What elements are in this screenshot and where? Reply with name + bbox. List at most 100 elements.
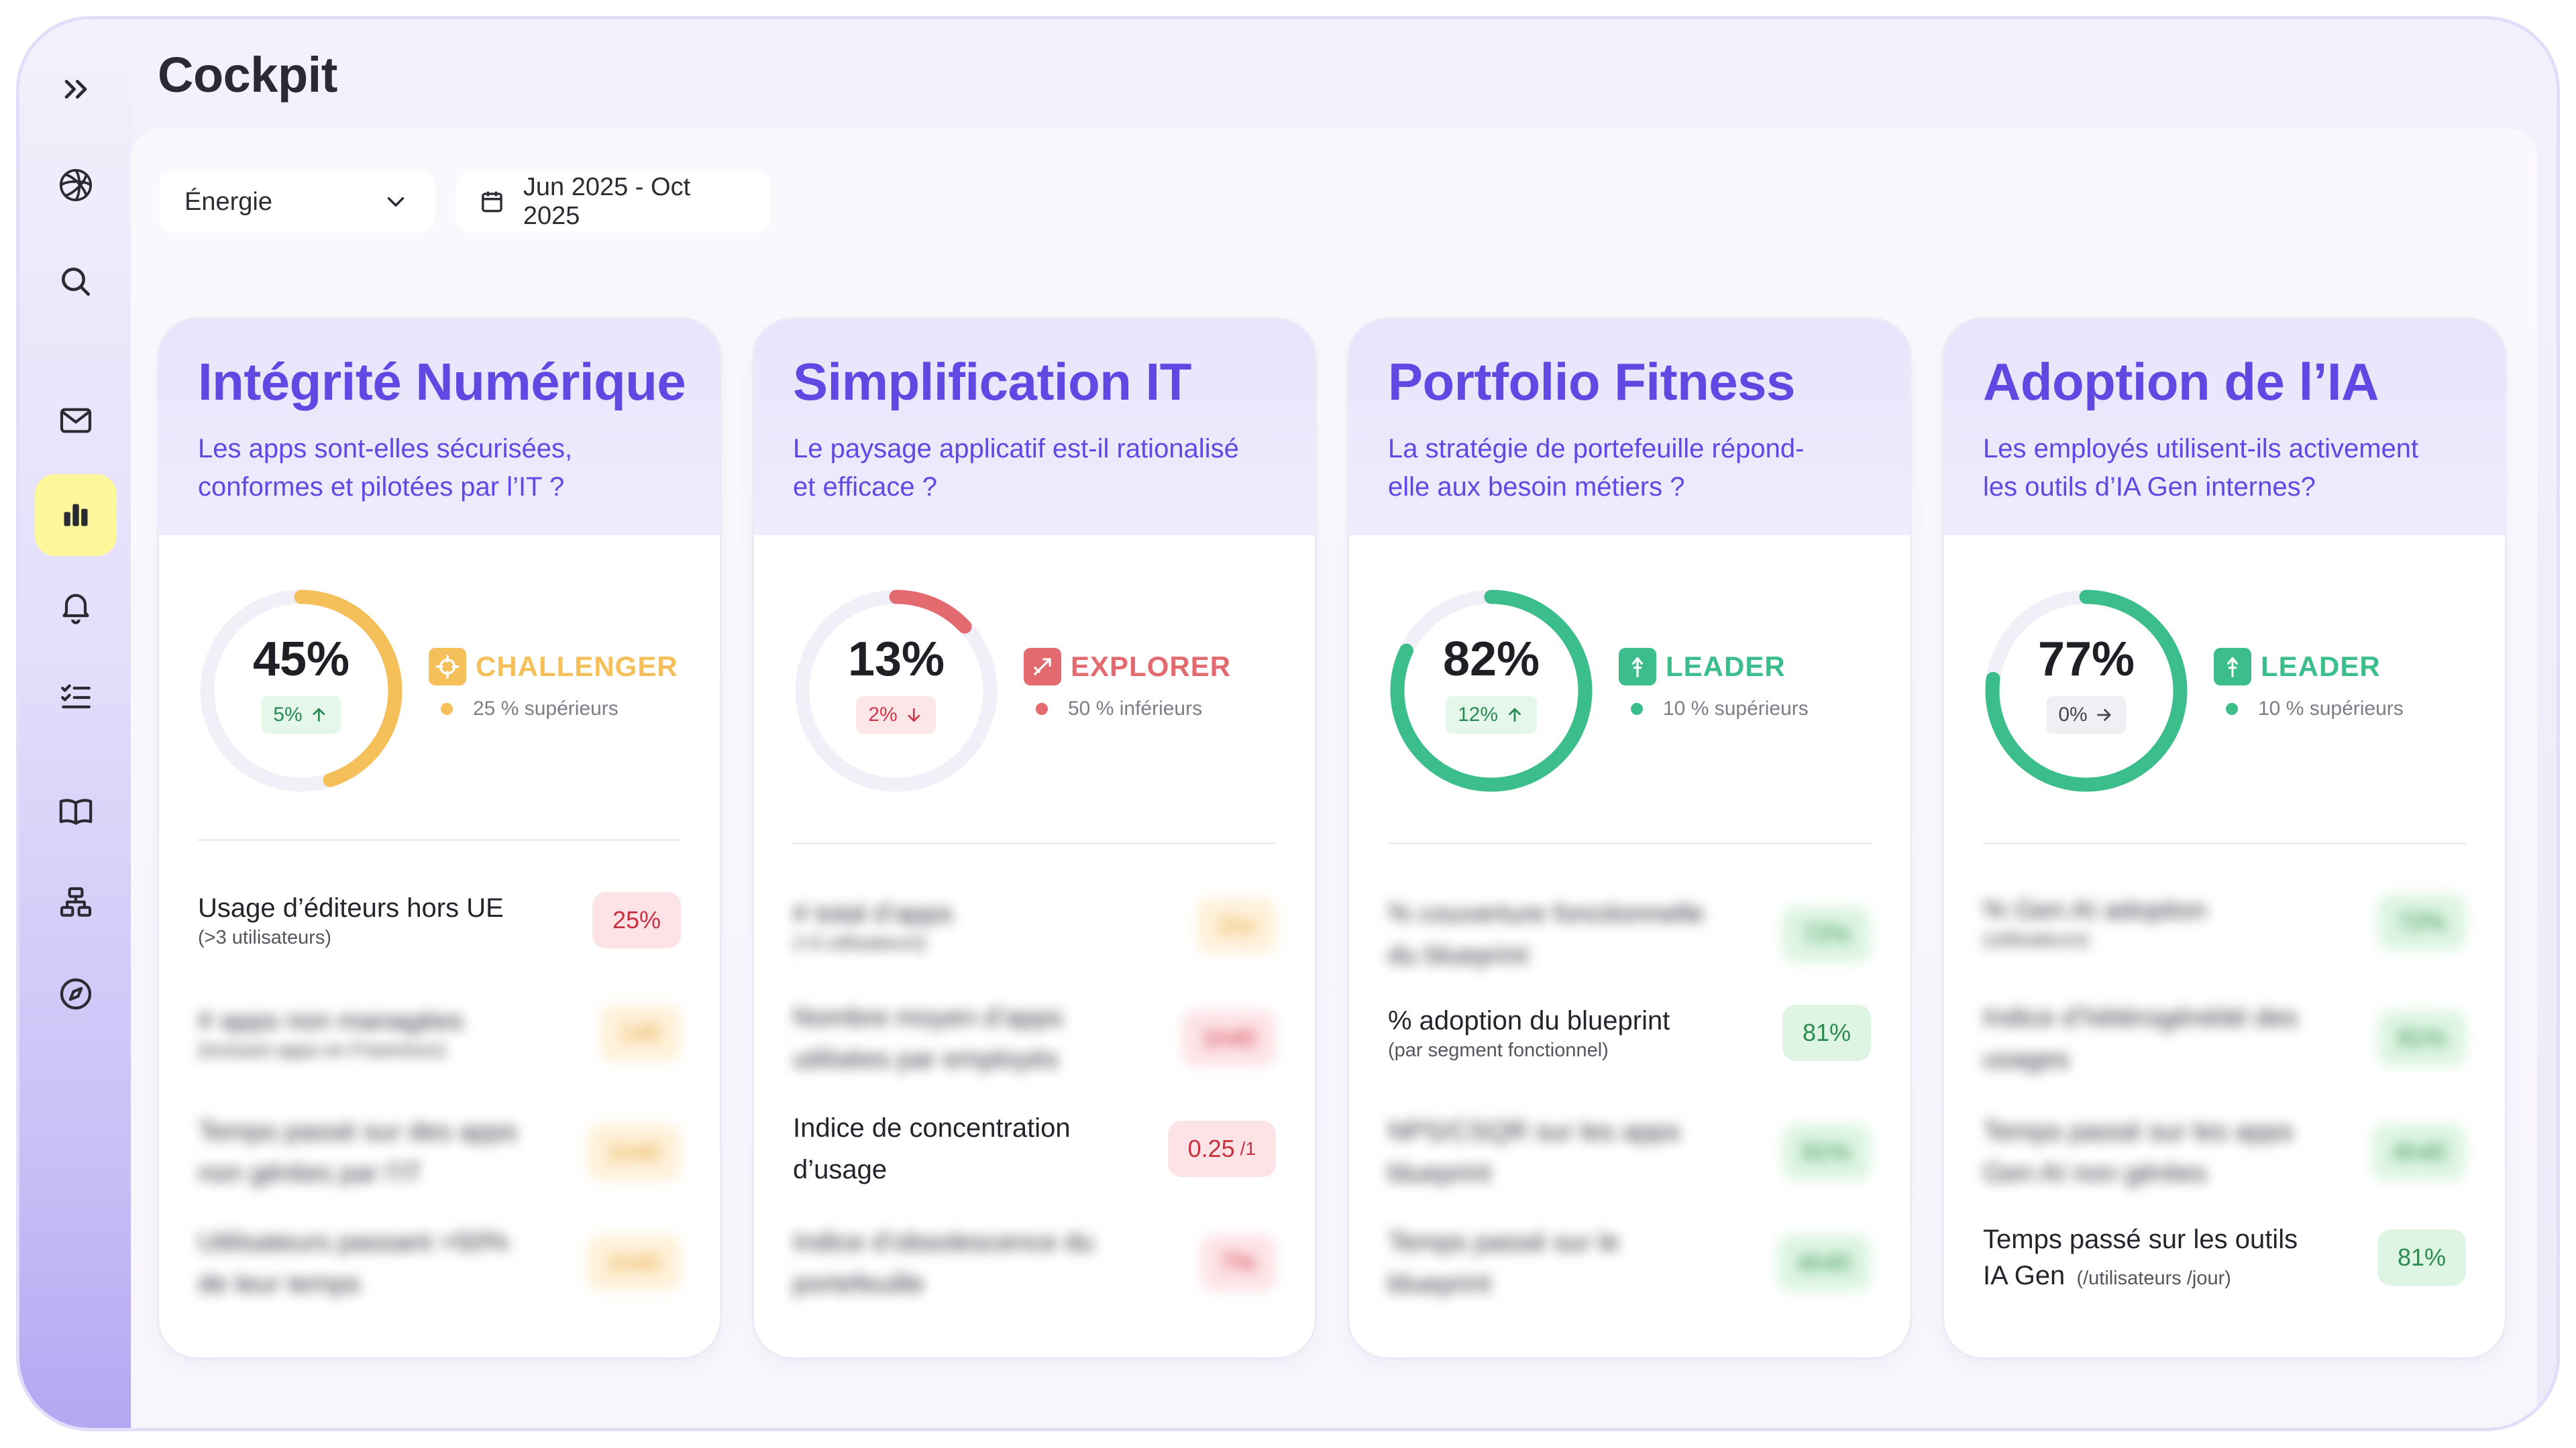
metric-row[interactable]: % adoption du blueprint (par segment fon… [1388, 1003, 1871, 1062]
card-subtitle-line: conformes et pilotées par l’IT ? [198, 472, 565, 502]
search-icon [62, 268, 91, 296]
card-header: Intégrité Numérique Les apps sont-elles … [159, 319, 720, 535]
metric-label-text: non gérées par l’IT [198, 1158, 422, 1188]
score-value: 77% [2037, 632, 2135, 686]
status-dot [441, 703, 453, 715]
bell-icon [62, 594, 89, 624]
leader-icon [1619, 648, 1656, 685]
status-detail-text: 10 % supérieurs [2258, 698, 2404, 720]
library-button[interactable] [35, 771, 117, 852]
metric-label-text: Indice de concentration [793, 1113, 1071, 1143]
metric-label-text: Temps passé sur les outils [1983, 1225, 2298, 1254]
score-value: 82% [1442, 632, 1540, 686]
date-range-picker[interactable]: Jun 2025 - Oct 2025 [455, 172, 771, 232]
metric-value-badge: 72% [2377, 894, 2466, 950]
card-header: Portfolio Fitness La stratégie de portef… [1349, 319, 1910, 535]
explore-button[interactable] [35, 953, 117, 1035]
dashboard-button[interactable] [35, 474, 117, 556]
metric-label-text: % Gen AI adoption [1983, 895, 2207, 925]
metric-value-badge: 4h40 [1776, 1235, 1871, 1291]
status-block: EXPLORER 50 % inférieurs [1024, 648, 1231, 720]
status-block: LEADER 10 % supérieurs [1619, 648, 1809, 720]
metric-label-text: Utilisateurs passant >50% [198, 1227, 509, 1257]
score-value: 45% [252, 632, 350, 686]
metric-row[interactable]: Usage d’éditeurs hors UE (>3 utilisateur… [198, 891, 681, 950]
card-subtitle-line: les outils d’IA Gen internes? [1983, 472, 2316, 502]
card-title: Intégrité Numérique [198, 352, 686, 411]
metric-row[interactable]: Temps passé sur les outils IA Gen (/util… [1983, 1221, 2466, 1294]
expand-sidebar-button[interactable] [35, 48, 117, 130]
metric-label-text: NPS/CSQR sur les apps [1388, 1117, 1680, 1146]
divider [1388, 842, 1871, 844]
card-subtitle-line: La stratégie de portefeuille répond- [1388, 434, 1805, 463]
logo-button[interactable] [35, 144, 117, 226]
card-title: Adoption de l’IA [1983, 352, 2379, 411]
metric-label-text: blueprint [1388, 1158, 1491, 1188]
architecture-button[interactable] [35, 862, 117, 944]
metric-row-blurred: Temps passé sur le blueprint 4h40 [1388, 1221, 1871, 1304]
card-header: Adoption de l’IA Les employés utilisent-… [1944, 319, 2505, 535]
expand-chevrons-icon [64, 80, 87, 99]
metric-label-text: % adoption du blueprint [1388, 1006, 1670, 1036]
metric-label: % couverture fonctionnelle du blueprint [1388, 893, 1704, 976]
score-gauge: 13% 2% [793, 588, 1000, 794]
search-button[interactable] [35, 241, 117, 323]
metric-label-text: IA Gen (/utilisateurs /jour) [1983, 1258, 2298, 1294]
notifications-button[interactable] [35, 565, 117, 647]
inbox-button[interactable] [35, 380, 117, 461]
metric-value: 0.25 [1187, 1135, 1235, 1162]
mail-icon [60, 408, 92, 433]
card-header: Simplification IT Le paysage applicatif … [754, 319, 1315, 535]
tasks-button[interactable] [35, 657, 117, 738]
metric-label: % Gen AI adoption (utilisateurs) [1983, 893, 2207, 952]
metric-label: % adoption du blueprint (par segment fon… [1388, 1003, 1670, 1062]
card-title: Simplification IT [793, 352, 1191, 411]
logo-icon [59, 168, 93, 202]
kpi-card-portfolio[interactable]: Portfolio Fitness La stratégie de portef… [1349, 319, 1910, 1357]
card-subtitle: Les employés utilisent-ils activement le… [1983, 430, 2466, 506]
kpi-card-integrite[interactable]: Intégrité Numérique Les apps sont-elles … [159, 319, 720, 1357]
status-detail: 10 % supérieurs [2226, 698, 2404, 720]
compass-icon [60, 978, 92, 1010]
metric-label-text: Indice d’obsolescence du [793, 1227, 1095, 1257]
card-subtitle-line: Les apps sont-elles sécurisées, [198, 434, 573, 463]
metric-label: Temps passé sur le blueprint [1388, 1221, 1619, 1304]
sector-select-value: Énergie [184, 187, 272, 216]
status-label: CHALLENGER [476, 651, 678, 682]
metric-label-text: de leur temps [198, 1269, 361, 1298]
metric-value-unit: /1 [1240, 1138, 1256, 1159]
status-detail: 10 % supérieurs [1631, 698, 1809, 720]
status-dot [2226, 703, 2238, 715]
app-window: Cockpit Énergie Jun 2025 - Oct 2025 Inté… [16, 16, 2560, 1431]
calendar-icon [482, 191, 502, 213]
status-label: LEADER [2261, 651, 2381, 682]
metric-label-text: portefeuille [793, 1269, 924, 1298]
metric-label: NPS/CSQR sur les apps blueprint [1388, 1111, 1680, 1194]
metric-label-text: du blueprint [1388, 940, 1529, 970]
metric-value-badge: 25% [592, 892, 681, 948]
page-title: Cockpit [158, 47, 337, 103]
divider [198, 839, 681, 841]
status-detail-text: 25 % supérieurs [473, 698, 619, 720]
status-detail: 25 % supérieurs [441, 698, 678, 720]
score-delta-value: 5% [273, 704, 303, 726]
metric-label-text: Indice d’hétérogénéité des [1983, 1003, 2298, 1032]
metric-label-note: (>3 utilisateurs) [793, 932, 927, 954]
card-subtitle: La stratégie de portefeuille répond- ell… [1388, 430, 1871, 506]
hierarchy-icon [60, 887, 92, 917]
status-badge: CHALLENGER [429, 648, 678, 685]
gauge-ring [1390, 590, 1593, 792]
kpi-card-simplification[interactable]: Simplification IT Le paysage applicatif … [754, 319, 1315, 1357]
metric-label-text: % couverture fonctionnelle [1388, 899, 1705, 928]
status-detail-text: 50 % inférieurs [1068, 698, 1203, 720]
kpi-card-adoption-ia[interactable]: Adoption de l’IA Les employés utilisent-… [1944, 319, 2505, 1357]
target-icon [429, 648, 466, 685]
metric-label: Indice d’obsolescence du portefeuille [793, 1221, 1094, 1304]
card-subtitle-line: elle aux besoin métiers ? [1388, 472, 1685, 502]
divider [1983, 842, 2466, 844]
card-subtitle-line: Les employés utilisent-ils activement [1983, 434, 2419, 463]
metric-label: Utilisateurs passant >50% de leur temps [198, 1221, 509, 1304]
metric-row[interactable]: Indice de concentration d’usage 0.25 /1 [793, 1107, 1276, 1190]
metric-label-text: # apps non managées [198, 1006, 464, 1036]
sector-select[interactable]: Énergie [159, 172, 435, 232]
